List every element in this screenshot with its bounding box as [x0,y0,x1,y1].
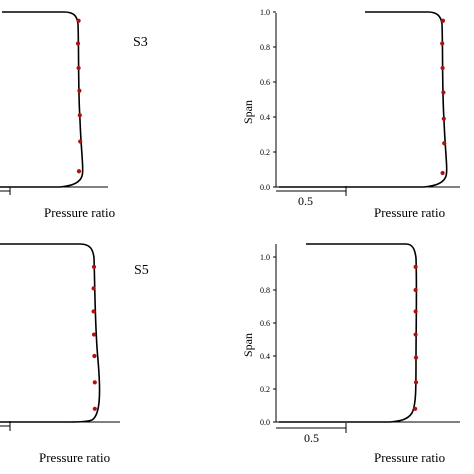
data-point [76,18,81,23]
data-point [440,18,446,23]
panel-top-left: S3 Pressure ratio · o [0,11,148,220]
x-axis-label: Pressure ratio [39,450,110,465]
panel-bottom-left: S5 Pressure ratio [0,243,149,465]
data-point [76,169,82,174]
data-point [440,41,445,46]
y-tick-label: 0.4 [260,113,270,122]
x-axis-label: Pressure ratio [374,450,445,465]
y-tick-label: 1.0 [260,253,270,262]
data-point [75,41,81,46]
data-point [440,170,445,176]
data-point [78,139,83,144]
y-ticks: 0.0 0.2 0.4 0.6 0.8 1.0 [260,8,276,192]
y-tick-label: 0.4 [260,352,270,361]
data-point [92,406,97,411]
data-point [442,141,447,146]
data-point [413,309,418,314]
data-point [441,116,446,121]
data-point [77,113,82,118]
y-tick-label: 0.8 [260,286,270,295]
y-tick-label: 0.2 [260,148,270,157]
series-line [279,11,448,188]
data-point [91,332,97,337]
panel-label: S5 [134,263,149,278]
data-point [91,264,97,269]
data-point [77,88,82,93]
panel-bottom-right: 0.0 0.2 0.4 0.6 0.8 1.0 Span Pressure ratio 0… [241,243,460,465]
y-axis-label: Span [241,333,255,357]
markers [440,18,447,176]
markers [75,18,83,174]
panel-top-right: 0.0 0.2 0.4 0.6 0.8 1.0 Span Pressure ratio 0… [241,8,460,220]
data-point [440,65,445,71]
data-point [413,406,418,411]
scale-bar-label: 0.5 [298,194,313,208]
data-point [91,309,96,314]
panel-label: S3 [133,35,148,50]
x-axis-label: Pressure ratio [374,205,445,220]
y-tick-label: 0.6 [260,78,270,87]
data-point [413,264,418,269]
data-point [92,380,97,385]
markers [413,264,419,411]
series-line [0,11,84,188]
y-tick-label: 0.0 [260,418,270,427]
y-tick-label: 0.2 [260,385,270,394]
y-ticks: 0.0 0.2 0.4 0.6 0.8 1.0 [260,253,276,427]
series-line [279,243,418,423]
data-point [413,355,419,360]
series-line [0,243,101,423]
y-tick-label: 0.0 [260,183,270,192]
y-tick-label: 1.0 [260,8,270,17]
y-tick-label: 0.6 [260,319,270,328]
scale-bar-label: 0.5 [304,431,319,445]
data-point [413,287,418,293]
x-axis-label: Pressure ratio [44,205,115,220]
markers [91,264,97,411]
y-tick-label: 0.8 [260,43,270,52]
data-point [92,353,97,359]
y-axis-label: Span [241,100,255,124]
data-point [413,332,418,337]
data-point [91,286,96,291]
data-point [76,65,81,71]
data-point [413,380,419,385]
data-point [441,90,446,95]
